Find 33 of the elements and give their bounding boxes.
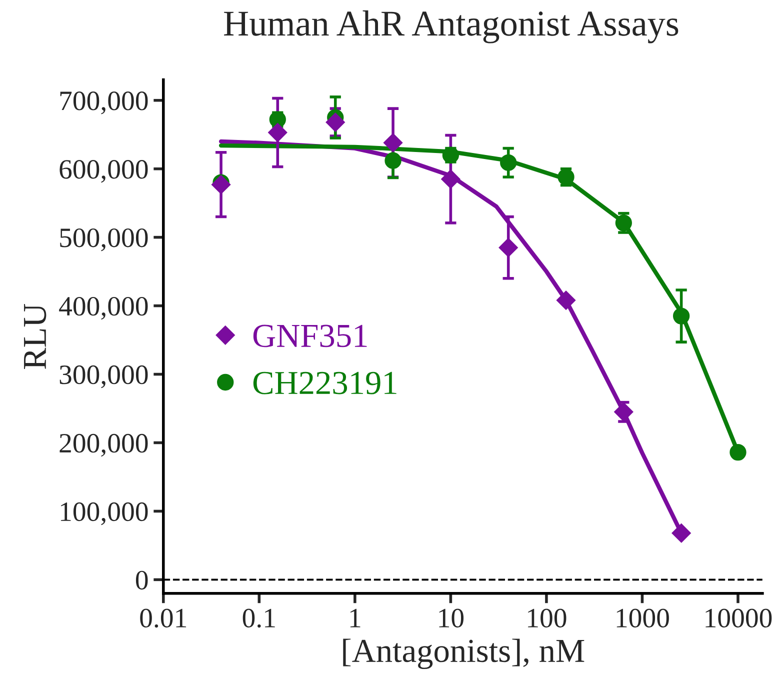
- y-tick-label: 600,000: [60, 160, 148, 183]
- point: [672, 308, 690, 324]
- y-tick-label: 400,000: [59, 296, 148, 320]
- x-tick-label: 1: [350, 608, 360, 628]
- y-tick-label: 200,000: [60, 434, 148, 457]
- y-tick-label: 300,000: [60, 365, 148, 388]
- x-tick-label: 0.1: [242, 608, 275, 628]
- x-tick-label: 1000: [616, 608, 669, 628]
- point: [672, 524, 691, 543]
- y-tick-label: 500,000: [60, 228, 148, 252]
- point: [556, 290, 576, 310]
- point: [326, 112, 345, 132]
- x-tick-label: 100: [528, 608, 566, 628]
- y-tick-label: 0: [136, 570, 148, 590]
- point: [500, 154, 517, 171]
- point: [730, 444, 746, 461]
- point: [268, 123, 288, 142]
- legend-label: CH223191: [253, 372, 396, 394]
- x-axis-title: [Antagonists], nM: [343, 638, 584, 670]
- y-tick-label: 100,000: [60, 502, 148, 526]
- x-tick-label: 10000: [706, 608, 772, 628]
- x-tick-label: 10: [439, 608, 464, 628]
- point: [441, 170, 460, 189]
- point: [384, 152, 402, 169]
- point: [212, 175, 231, 194]
- y-tick-label: 700,000: [60, 92, 148, 114]
- chart-title: Human AhR Antagonist Assays: [224, 10, 678, 44]
- legend-label: GNF351: [253, 324, 367, 348]
- y-axis-title: RLU: [24, 304, 46, 369]
- x-tick-label: 0.01: [140, 608, 186, 628]
- point: [498, 238, 518, 258]
- point: [383, 133, 403, 152]
- point: [615, 214, 632, 232]
